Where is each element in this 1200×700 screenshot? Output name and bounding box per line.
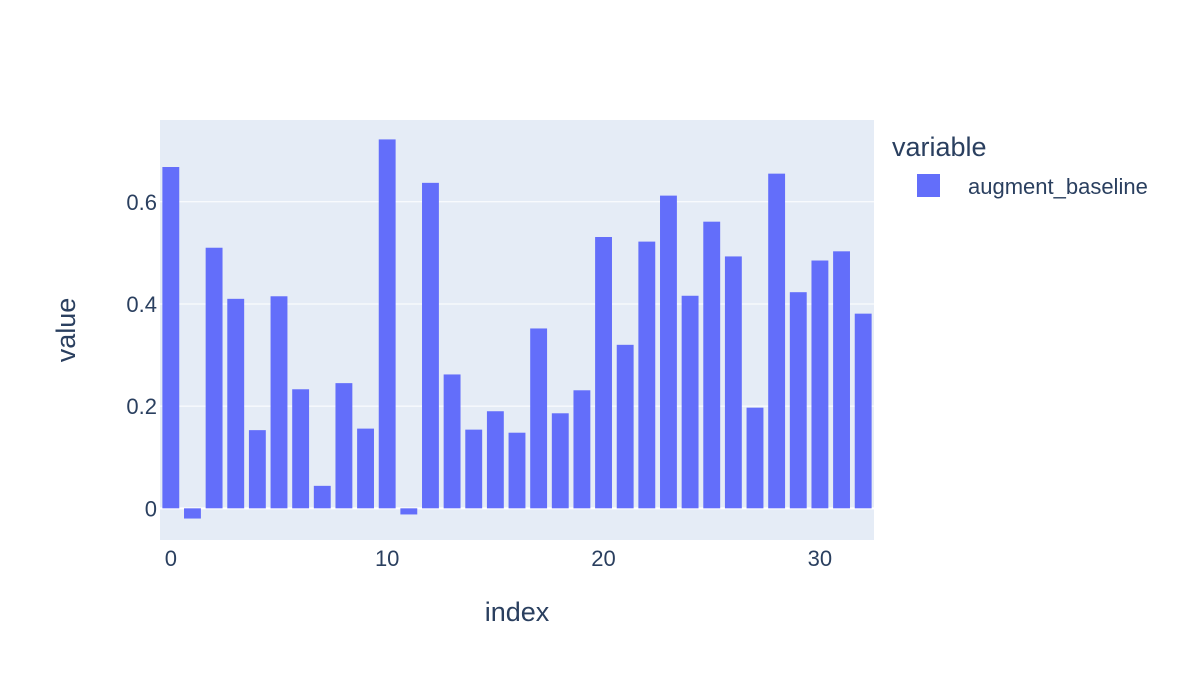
- bar: [270, 296, 288, 509]
- bar: [465, 429, 483, 509]
- x-axis-title: index: [485, 597, 550, 627]
- bar: [508, 432, 526, 509]
- bar: [378, 139, 396, 509]
- bar: [443, 374, 461, 509]
- bar: [768, 173, 786, 509]
- bar: [184, 508, 201, 519]
- legend-title: variable: [892, 132, 987, 162]
- legend-swatch: [917, 174, 940, 197]
- x-tick-label: 10: [375, 546, 399, 571]
- bars: [162, 139, 872, 519]
- bar: [573, 390, 591, 509]
- y-tick-label: 0.2: [126, 394, 157, 419]
- bar: [400, 508, 418, 515]
- bar: [162, 167, 180, 509]
- bar: [248, 430, 266, 509]
- legend: variable augment_baseline: [892, 132, 1148, 199]
- bar: [854, 313, 872, 509]
- bar: [292, 389, 310, 509]
- bar: [486, 411, 504, 509]
- y-axis-title: value: [51, 298, 81, 363]
- bar: [681, 295, 699, 509]
- bar: [833, 251, 850, 509]
- bar: [551, 413, 569, 509]
- bar: [205, 247, 223, 509]
- y-tick-label: 0.6: [126, 190, 157, 215]
- bar: [660, 195, 677, 509]
- legend-item-augment-baseline: augment_baseline: [968, 174, 1148, 199]
- bar: [616, 344, 634, 509]
- bar: [595, 237, 612, 509]
- bar: [746, 407, 764, 509]
- y-tick-label: 0.4: [126, 292, 157, 317]
- bar: [811, 260, 829, 509]
- x-tick-label: 0: [165, 546, 177, 571]
- bar: [703, 221, 721, 509]
- y-axis-ticks: 0 0.2 0.4 0.6: [126, 190, 157, 522]
- bar: [789, 292, 807, 509]
- bar: [530, 328, 548, 509]
- bar: [357, 428, 374, 509]
- x-tick-label: 20: [591, 546, 615, 571]
- bar: [422, 182, 439, 509]
- bar: [638, 241, 656, 509]
- x-axis-ticks: 0 10 20 30: [165, 546, 832, 571]
- bar: [313, 485, 331, 509]
- bar: [335, 383, 353, 509]
- y-tick-label: 0: [145, 496, 157, 521]
- x-tick-label: 30: [808, 546, 832, 571]
- bar: [724, 256, 742, 509]
- bar: [227, 298, 245, 509]
